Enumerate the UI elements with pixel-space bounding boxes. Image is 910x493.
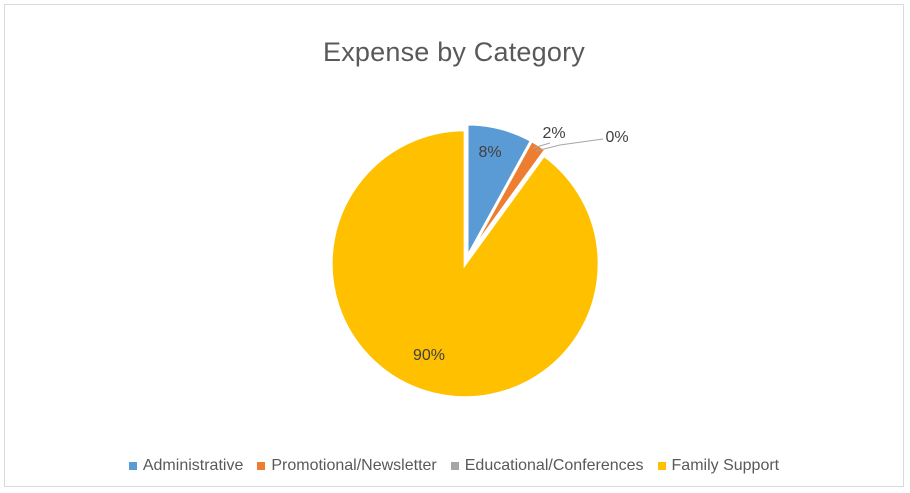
data-label-administrative: 8%	[478, 144, 501, 161]
legend-item-family-support: Family Support	[657, 457, 780, 475]
legend-item-promotional-newsletter: Promotional/Newsletter	[257, 457, 437, 475]
data-label-family-support: 90%	[413, 347, 445, 364]
legend-label-family-support: Family Support	[671, 457, 780, 474]
data-label-promotional-newsletter: 2%	[542, 125, 565, 142]
data-label-educational-conferences: 0%	[605, 129, 628, 146]
legend-swatch-promotional-newsletter	[257, 462, 266, 470]
legend-swatch-administrative	[128, 462, 137, 470]
leader-line-3	[535, 138, 604, 152]
legend: Administrative Promotional/Newsletter Ed…	[5, 457, 903, 475]
pie-slice-promotional-newsletter	[465, 138, 548, 259]
legend-item-educational-conferences: Educational/Conferences	[450, 457, 644, 475]
leader-line-2	[532, 142, 551, 149]
legend-label-educational-conferences: Educational/Conferences	[464, 457, 644, 474]
legend-swatch-educational-conferences	[450, 462, 459, 470]
chart-area: Expense by Category 8% 2% 0% 90% Administra…	[4, 4, 904, 487]
legend-item-administrative: Administrative	[128, 457, 244, 475]
chart-title: Expense by Category	[323, 37, 585, 67]
legend-swatch-family-support	[657, 462, 666, 470]
pie-slice-family-support	[329, 128, 601, 400]
legend-label-administrative: Administrative	[142, 457, 244, 474]
data-labels: 8% 2% 0% 90%	[413, 125, 629, 364]
legend-label-promotional-newsletter: Promotional/Newsletter	[271, 457, 437, 474]
pie-slices	[329, 122, 601, 400]
pie-chart: 8% 2% 0% 90%	[329, 122, 629, 400]
leader-lines	[532, 138, 604, 152]
